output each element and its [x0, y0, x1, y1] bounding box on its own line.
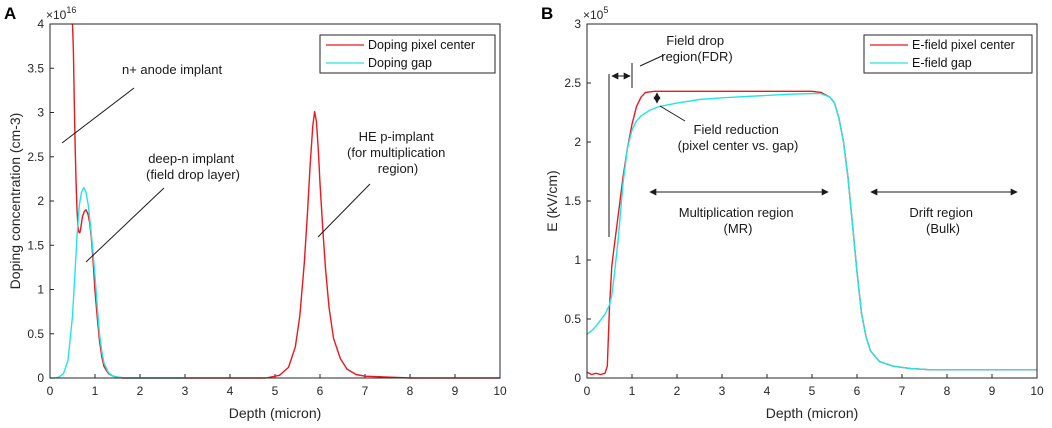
- x-axis-label-b: Depth (micron): [766, 405, 859, 421]
- annotation-n-anode: n+ anode implant: [122, 62, 222, 77]
- y-multiplier-b: ×105: [583, 5, 608, 22]
- x-tick-label-a: 8: [407, 384, 414, 398]
- x-tick-label-b: 10: [1030, 384, 1044, 398]
- plot-frame-b: [586, 23, 1038, 379]
- y-tick-label-a: 3: [37, 106, 44, 120]
- legend-label-doping-center: Doping pixel center: [368, 38, 475, 52]
- y-tick-label-a: 3.5: [27, 61, 44, 75]
- axis-ticks-b: 0 1 2 3 4 5 6 7 8 9 10 0 0.5 1 1.5 2 2.5 3: [564, 17, 1044, 398]
- series-line-a-pixel-center: [71, 23, 500, 379]
- x-tick-label-b: 2: [674, 384, 681, 398]
- chart-b: B ×105 0 1 2 3 4 5 6 7 8 9 10 0 0.5 1 1.5 2 2.5 3 Depth (…: [541, 4, 1044, 421]
- annotation-fdr: Field drop region(FDR): [661, 33, 733, 64]
- x-tick-label-a: 7: [362, 384, 369, 398]
- y-tick-label-a: 1: [37, 283, 44, 297]
- leader-deep-n: [85, 187, 165, 263]
- x-tick-label-a: 3: [182, 384, 189, 398]
- x-tick-label-b: 5: [809, 384, 816, 398]
- y-tick-label-b: 2.5: [564, 76, 581, 90]
- leader-fdr: [639, 54, 665, 67]
- series-line-a-gap: [50, 186, 185, 379]
- x-tick-label-a: 2: [137, 384, 144, 398]
- axis-ticks-a: 0 1 2 3 4 5 6 7 8 9 10 0 0.5 1 1.5 2 2.5 3 3.5 4: [27, 17, 507, 398]
- x-tick-label-b: 9: [989, 384, 996, 398]
- y-tick-label-a: 2: [37, 194, 44, 208]
- leader-field-reduction: [659, 105, 686, 122]
- x-tick-label-a: 1: [92, 384, 99, 398]
- legend-label-efield-gap: E-field gap: [912, 56, 972, 70]
- series-line-b-pixel-center: [586, 90, 1037, 376]
- y-tick-label-a: 2.5: [27, 150, 44, 164]
- x-tick-label-b: 7: [899, 384, 906, 398]
- legend-box-b: [863, 34, 1033, 74]
- annotation-drift: Drift region (Bulk): [909, 205, 976, 236]
- legend-b: E-field pixel center E-field gap: [863, 34, 1033, 74]
- x-tick-label-b: 4: [764, 384, 771, 398]
- x-tick-label-b: 1: [629, 384, 636, 398]
- x-tick-label-b: 3: [719, 384, 726, 398]
- y-tick-label-b: 1.5: [564, 194, 581, 208]
- y-axis-label-a: Doping concentration (cm-3): [7, 113, 23, 290]
- x-tick-label-b: 0: [584, 384, 591, 398]
- x-tick-label-b: 6: [854, 384, 861, 398]
- x-axis-label-a: Depth (micron): [229, 405, 322, 421]
- y-tick-label-b: 3: [574, 17, 581, 31]
- x-tick-label-a: 10: [493, 384, 507, 398]
- legend-label-doping-gap: Doping gap: [368, 56, 432, 70]
- y-multiplier-a: ×1016: [46, 5, 76, 22]
- y-tick-label-a: 1.5: [27, 238, 44, 252]
- plot-frame-a: [49, 23, 501, 379]
- series-lines-b: [586, 90, 1037, 376]
- x-tick-label-b: 8: [944, 384, 951, 398]
- leader-n-anode: [61, 87, 135, 144]
- annotation-mr: Multiplication region (MR): [679, 205, 798, 236]
- legend-label-efield-center: E-field pixel center: [912, 38, 1015, 52]
- y-tick-label-b: 0.5: [564, 312, 581, 326]
- x-tick-label-a: 9: [452, 384, 459, 398]
- x-tick-label-a: 0: [47, 384, 54, 398]
- annotation-deep-n: deep-n implant (field drop layer): [146, 151, 240, 182]
- annotation-field-reduction: Field reduction (pixel center vs. gap): [678, 122, 799, 153]
- legend-a: Doping pixel center Doping gap: [319, 34, 496, 74]
- y-tick-label-a: 0.5: [27, 327, 44, 341]
- leader-he-p: [317, 183, 371, 238]
- panel-label-b: B: [541, 4, 553, 23]
- y-tick-label-a: 4: [37, 17, 44, 31]
- y-tick-label-b: 0: [574, 371, 581, 385]
- x-tick-label-a: 4: [227, 384, 234, 398]
- series-line-b-gap: [586, 92, 1037, 371]
- chart-a: A ×1016 0 1 2 3 4 5 6 7 8 9 10 0 0.5 1 1.5 2 2.5 3 3.5 4 De…: [4, 4, 507, 421]
- x-tick-label-a: 6: [317, 384, 324, 398]
- legend-box-a: [319, 34, 496, 74]
- y-tick-label-a: 0: [37, 371, 44, 385]
- panel-label-a: A: [4, 4, 16, 23]
- y-tick-label-b: 2: [574, 135, 581, 149]
- x-tick-label-a: 5: [272, 384, 279, 398]
- y-tick-label-b: 1: [574, 253, 581, 267]
- series-lines-a: [50, 23, 500, 379]
- annotation-he-p: HE p-implant (for multiplication region): [347, 129, 449, 176]
- y-axis-label-b: E (kV/cm): [544, 170, 560, 231]
